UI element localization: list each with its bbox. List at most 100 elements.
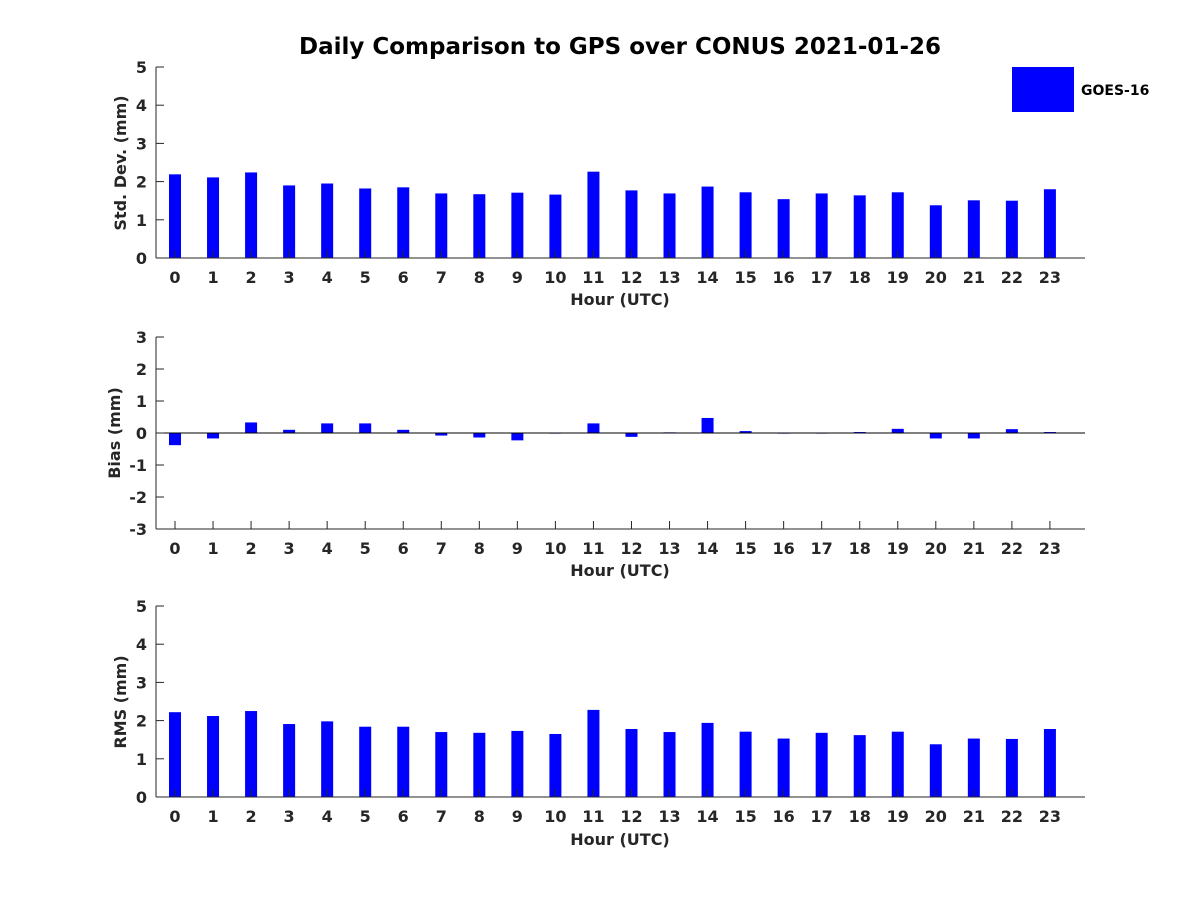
bias-xtick-label: 3 [284,539,295,558]
bias-bar-1 [207,433,220,439]
rms-bar-11 [587,709,600,797]
bias-ytick-label: 1 [136,392,147,411]
bias-xtick-label: 7 [436,539,447,558]
rms-bar-15 [739,731,752,797]
std-dev-bar-10 [549,194,562,258]
std-dev-xtick-label: 20 [925,268,947,287]
bias-bar-19 [891,428,904,433]
bias-bar-7 [435,433,448,436]
std-dev-xtick-label: 4 [322,268,333,287]
std-dev-axes [155,67,1085,259]
std-dev-bar-20 [929,205,942,258]
rms-xtick-label: 6 [398,807,409,826]
rms-bar-23 [1043,729,1056,797]
std-dev-ytick-label: 0 [136,249,147,268]
rms-xtick-label: 12 [620,807,642,826]
bias-xtick-label: 6 [398,539,409,558]
bias-xtick-label: 5 [360,539,371,558]
rms-bar-7 [435,732,448,797]
std-dev-bar-17 [815,193,828,258]
std-dev-xtick-label: 16 [773,268,795,287]
rms-ytick-label: 3 [136,673,147,692]
std-dev-bars [169,171,1056,258]
rms-axes [155,606,1085,798]
rms-bar-8 [473,732,486,797]
std-dev-bar-15 [739,192,752,258]
std-dev-xtick-label: 7 [436,268,447,287]
rms-bar-0 [169,712,181,797]
rms-xtick-label: 21 [963,807,985,826]
rms-ytick-label: 0 [136,788,147,807]
std-dev-ylabel: Std. Dev. (mm) [111,95,130,230]
rms-bar-4 [321,721,334,797]
std-dev-xtick-label: 9 [512,268,523,287]
rms-bar-19 [891,731,904,797]
bias-xtick-label: 10 [544,539,566,558]
bias-xtick-label: 13 [658,539,680,558]
std-dev-xtick-label: 2 [246,268,257,287]
bias-bar-15 [739,431,752,433]
bias-xlabel: Hour (UTC) [570,561,670,580]
std-dev-xtick-label: 17 [811,268,833,287]
bias-ytick-label: 0 [136,424,147,443]
std-dev-bar-9 [511,192,524,258]
rms-xtick-label: 23 [1039,807,1061,826]
rms-xtick-label: 11 [582,807,604,826]
rms-bar-21 [967,738,980,797]
std-dev-xtick-label: 15 [734,268,756,287]
bias-bar-3 [283,429,296,433]
bias-xtick-label: 19 [887,539,909,558]
rms-xtick-label: 22 [1001,807,1023,826]
rms-yticks: 0 1 2 3 4 5 [136,597,164,807]
bias-xtick-label: 22 [1001,539,1023,558]
legend-swatch [1012,67,1074,112]
bias-axes [155,337,1085,530]
rms-bar-5 [359,726,372,797]
rms-xtick-label: 16 [773,807,795,826]
std-dev-bar-12 [625,190,638,258]
rms-xticks: 0 1 2 3 4 5 6 7 8 9 10 11 12 13 14 15 16 17 18 19 20 21 22 23 [169,789,1061,826]
rms-xtick-label: 2 [246,807,257,826]
rms-ylabel: RMS (mm) [111,655,130,748]
rms-ytick-label: 5 [136,597,147,616]
rms-bar-10 [549,733,562,797]
rms-ytick-label: 4 [136,635,147,654]
bias-xtick-label: 11 [582,539,604,558]
bias-ytick-label: -3 [129,520,147,539]
bias-xtick-label: 23 [1039,539,1061,558]
bias-ytick-label: -2 [129,488,147,507]
rms-bar-6 [397,726,410,797]
rms-xtick-label: 5 [360,807,371,826]
bias-xtick-label: 0 [169,539,180,558]
rms-xtick-label: 8 [474,807,485,826]
std-dev-bar-11 [587,171,600,258]
std-dev-xtick-label: 0 [169,268,180,287]
rms-bar-17 [815,732,828,797]
std-dev-ytick-label: 2 [136,173,147,192]
std-dev-bar-3 [283,185,296,258]
std-dev-xtick-label: 6 [398,268,409,287]
legend-label: GOES-16 [1081,83,1149,99]
rms-xtick-label: 19 [887,807,909,826]
bias-xtick-label: 2 [246,539,257,558]
std-dev-ytick-label: 3 [136,134,147,153]
std-dev-bar-22 [1005,200,1018,258]
bias-bar-4 [321,423,334,433]
bias-ytick-label: 3 [136,328,147,347]
bias-xticks: 0 1 2 3 4 5 6 7 8 9 10 11 12 13 14 15 16 17 18 19 20 21 22 23 [169,521,1061,558]
std-dev-ytick-label: 4 [136,96,147,115]
rms-bar-18 [853,735,866,797]
bias-xtick-label: 20 [925,539,947,558]
bias-bar-8 [473,433,486,438]
std-dev-xtick-label: 10 [544,268,566,287]
bias-bar-22 [1005,429,1018,433]
std-dev-bar-13 [663,193,676,258]
std-dev-bar-4 [321,183,334,258]
std-dev-xtick-label: 19 [887,268,909,287]
rms-bar-2 [245,711,258,797]
bias-xtick-label: 12 [620,539,642,558]
bias-bar-2 [245,422,258,433]
